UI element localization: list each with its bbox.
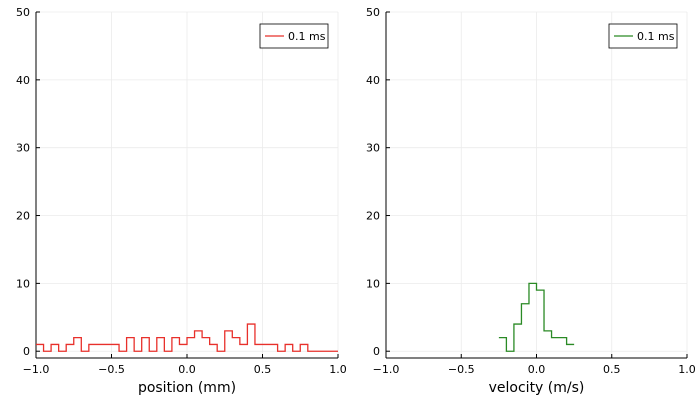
legend-label: 0.1 ms (288, 30, 326, 43)
y-tick-label: 30 (366, 142, 380, 155)
x-axis-title: position (mm) (138, 380, 236, 396)
series-1-histogram-line (498, 282, 575, 352)
legend: 0.1 ms (608, 23, 678, 49)
y-tick-label: 50 (366, 6, 380, 19)
x-tick-label: −1.0 (373, 363, 400, 376)
legend-label: 0.1 ms (637, 30, 675, 43)
legend: 0.1 ms (259, 23, 329, 49)
y-tick-label: 0 (23, 345, 30, 358)
x-tick-label: 1.0 (329, 363, 347, 376)
x-tick-label: 0.0 (528, 363, 546, 376)
x-tick-label: 0.5 (603, 363, 621, 376)
x-tick-label: 0.0 (178, 363, 196, 376)
y-tick-label: 20 (366, 210, 380, 223)
y-tick-label: 0 (373, 345, 380, 358)
x-tick-label: 0.5 (254, 363, 272, 376)
y-tick-label: 10 (366, 277, 380, 290)
series-1-histogram-line (36, 323, 338, 352)
x-tick-label: −0.5 (448, 363, 475, 376)
y-tick-label: 50 (16, 6, 30, 19)
y-tick-label: 30 (16, 142, 30, 155)
y-tick-label: 40 (366, 74, 380, 87)
subplot-1: −1.0 −0.5 0.0 0.5 1.0 0 10 20 30 40 50 position (mm… (16, 6, 347, 396)
x-tick-label: 1.0 (678, 363, 696, 376)
x-tick-label: −1.0 (23, 363, 50, 376)
subplot-2: −1.0 −0.5 0.0 0.5 1.0 0 10 20 30 40 50 velocity (m/… (366, 6, 696, 396)
x-axis-title: velocity (m/s) (489, 380, 585, 396)
y-tick-label: 20 (16, 210, 30, 223)
y-tick-label: 40 (16, 74, 30, 87)
x-tick-label: −0.5 (98, 363, 125, 376)
y-tick-label: 10 (16, 277, 30, 290)
